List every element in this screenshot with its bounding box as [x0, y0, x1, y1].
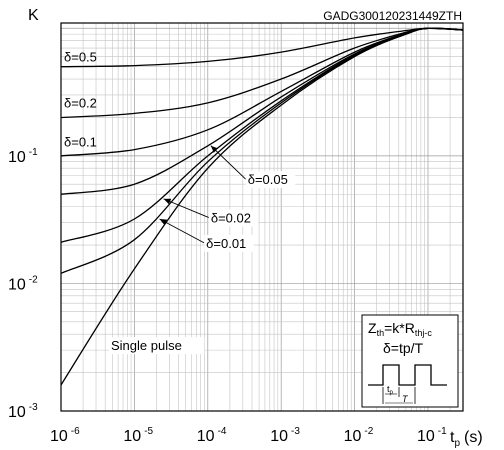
- plot-frame: [60, 22, 464, 412]
- x-tick-label: 10 -1: [417, 426, 447, 445]
- annotation-arrowhead: [163, 198, 172, 205]
- annotation-label: δ=0.05: [248, 172, 288, 187]
- annotation-leader: [159, 218, 205, 244]
- x-axis-label-sub: p: [454, 438, 460, 449]
- annotation-bg: [245, 171, 296, 189]
- tick-labels: 10 -6 10 -5 10 -4 10 -3 10 -2 10 -1 10 -3 10 -2 10 -1: [8, 147, 447, 445]
- inset-tp-label: tp: [387, 384, 394, 396]
- x-tick-label: 10 -2: [344, 426, 374, 445]
- x-tick-label: 10 -3: [270, 426, 300, 445]
- x-axis-label: tp (s): [450, 429, 483, 449]
- x-axis-label-unit: (s): [464, 429, 483, 446]
- inset-box: Zth=k*Rthj-c δ=tp/T tp T: [361, 314, 459, 408]
- series-line-3: [60, 27, 464, 195]
- x-tick-label: 10 -4: [197, 426, 227, 445]
- curve-label: δ=0.1: [64, 135, 97, 150]
- x-axis-label-main: t: [450, 429, 455, 446]
- annotation-arrowhead: [159, 219, 168, 225]
- annotation-label: Single pulse: [111, 338, 182, 353]
- chart-code: GADG300120231449ZTH: [323, 9, 462, 23]
- curve-label: δ=0.2: [64, 95, 97, 110]
- annotation-bg: [208, 209, 259, 227]
- series-line-1: [60, 27, 464, 119]
- series-line-2: [60, 27, 464, 157]
- y-tick-label: 10 -3: [8, 402, 38, 421]
- inset-formula-zth: Zth=k*Rthj-c: [368, 320, 432, 338]
- annotation-label: δ=0.01: [206, 236, 246, 251]
- series-line-6: [60, 27, 464, 386]
- series-line-5: [60, 27, 464, 274]
- pulse-waveform: [368, 364, 447, 386]
- inset-period-label: T: [402, 394, 409, 404]
- curves: [60, 27, 464, 386]
- x-tick-label: 10 -5: [123, 426, 153, 445]
- annotation-bg: [204, 234, 254, 252]
- annotation-leader: [210, 145, 247, 180]
- y-tick-label: 10 -1: [8, 147, 38, 166]
- annotation-arrowhead: [210, 145, 218, 153]
- annotation-bg: [109, 337, 205, 355]
- inset-formula-delta: δ=tp/T: [383, 340, 424, 356]
- annotation-leader: [163, 198, 210, 218]
- curve-label: δ=0.5: [64, 49, 97, 64]
- y-axis-label: K: [28, 7, 39, 24]
- series-line-4: [60, 27, 464, 243]
- svg-text:tp(s): tp (s): [450, 429, 483, 449]
- annotation-label: δ=0.02: [211, 211, 251, 226]
- curve-labels: δ=0.5 δ=0.2 δ=0.1 δ=0.05 δ=0.02 δ=0.01 Single …: [64, 49, 296, 355]
- y-tick-label: 10 -2: [8, 274, 38, 293]
- x-tick-label: 10 -6: [50, 426, 80, 445]
- inset-frame: [361, 314, 459, 408]
